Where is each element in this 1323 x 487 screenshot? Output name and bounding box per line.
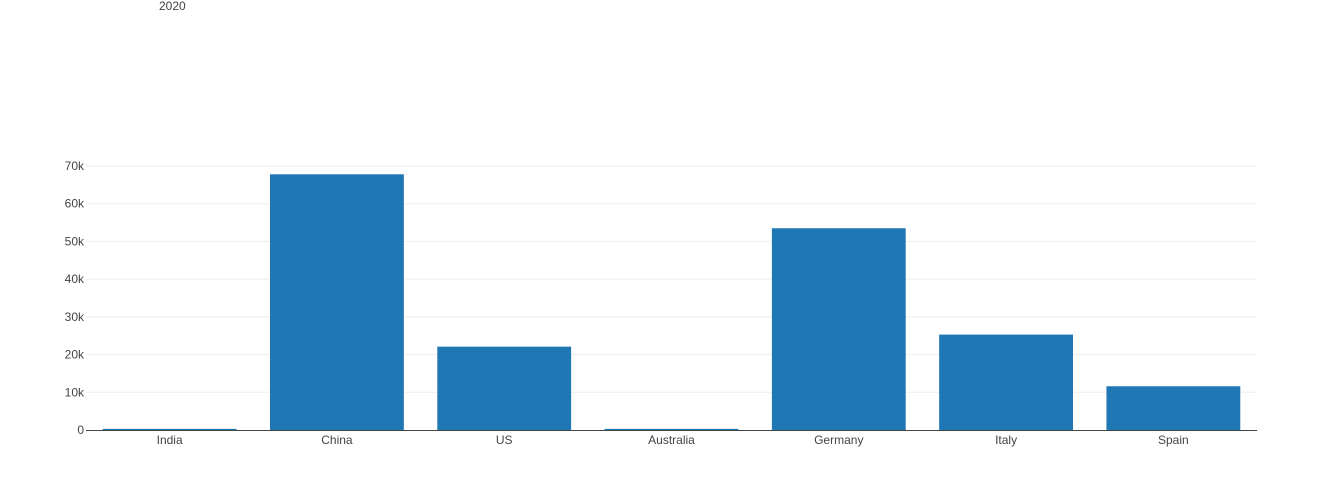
bar-germany[interactable]: [771, 228, 906, 430]
y-tick-label: 40k: [65, 272, 85, 286]
bars: [102, 174, 1241, 430]
y-tick-label: 0: [77, 423, 84, 437]
bar-spain[interactable]: [1106, 386, 1241, 430]
x-tick-label: Germany: [814, 433, 863, 447]
x-tick-label: China: [321, 433, 353, 447]
bar-italy[interactable]: [939, 334, 1073, 430]
y-tick-label: 20k: [65, 348, 85, 362]
y-gridlines: [86, 165, 1257, 393]
y-tick-label: 70k: [65, 159, 85, 173]
x-tick-labels: India China US Australia Germany Italy Spain: [157, 433, 1189, 447]
y-tick-label: 30k: [65, 310, 85, 324]
x-tick-label: India: [157, 433, 183, 447]
bar-australia[interactable]: [604, 428, 739, 430]
bar-china[interactable]: [270, 174, 404, 430]
y-tick-label: 50k: [65, 234, 85, 248]
x-tick-label: Italy: [995, 433, 1017, 447]
x-tick-label: US: [496, 433, 513, 447]
bar-us[interactable]: [437, 346, 572, 430]
y-tick-label: 60k: [65, 197, 85, 211]
x-tick-label: Spain: [1158, 433, 1189, 447]
chart-title: 2020: [159, 0, 186, 13]
y-tick-labels: 0 10k 20k 30k 40k 50k 60k 70k: [65, 159, 85, 437]
bar-india[interactable]: [102, 428, 237, 430]
y-tick-label: 10k: [65, 385, 85, 399]
x-tick-label: Australia: [648, 433, 695, 447]
